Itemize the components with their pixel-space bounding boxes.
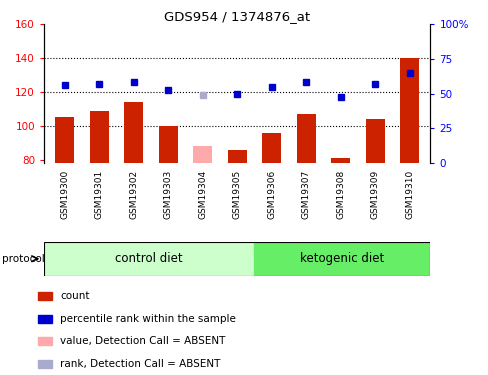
Text: GSM19302: GSM19302 (129, 170, 138, 219)
Bar (124, 102, 143, 163)
Text: GSM19308: GSM19308 (335, 170, 345, 219)
Bar (55, 117, 74, 163)
Text: GSM19303: GSM19303 (163, 170, 172, 219)
Text: count: count (60, 291, 89, 301)
Text: GSM19309: GSM19309 (370, 170, 379, 219)
Bar (254, 242, 429, 276)
Bar (296, 114, 315, 163)
Text: control diet: control diet (115, 252, 183, 265)
Bar (227, 150, 246, 163)
Bar (38, 360, 52, 368)
Title: GDS954 / 1374876_at: GDS954 / 1374876_at (164, 10, 309, 23)
Text: GSM19300: GSM19300 (60, 170, 69, 219)
Text: GSM19307: GSM19307 (301, 170, 310, 219)
Bar (399, 58, 418, 163)
Bar (38, 315, 52, 322)
Bar (89, 111, 108, 163)
Text: value, Detection Call = ABSENT: value, Detection Call = ABSENT (60, 336, 225, 346)
Text: GSM19304: GSM19304 (198, 170, 207, 219)
Bar (44, 242, 254, 276)
Bar (193, 146, 212, 163)
Bar (159, 126, 177, 163)
Text: GSM19305: GSM19305 (232, 170, 241, 219)
Text: protocol: protocol (2, 254, 45, 264)
Text: rank, Detection Call = ABSENT: rank, Detection Call = ABSENT (60, 359, 220, 369)
Text: GSM19310: GSM19310 (404, 170, 413, 219)
Text: ketogenic diet: ketogenic diet (300, 252, 384, 265)
Bar (38, 338, 52, 345)
Bar (365, 119, 384, 163)
Bar (38, 292, 52, 300)
Bar (330, 158, 349, 163)
Text: GSM19306: GSM19306 (266, 170, 276, 219)
Text: GSM19301: GSM19301 (95, 170, 103, 219)
Text: percentile rank within the sample: percentile rank within the sample (60, 314, 235, 324)
Bar (262, 133, 281, 163)
